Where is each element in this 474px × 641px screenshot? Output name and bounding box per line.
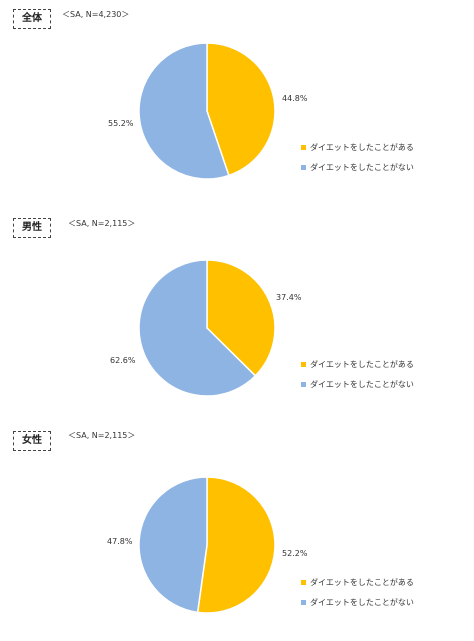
pie-chart	[138, 259, 276, 397]
legend-swatch-no	[301, 164, 306, 170]
slice-label-no: 55.2%	[108, 119, 134, 128]
legend: ダイエットをしたことがある ダイエットをしたことがない	[301, 357, 414, 397]
sample-note: ＜SA, N=2,115＞	[68, 219, 136, 228]
legend-item-yes: ダイエットをしたことがある	[301, 575, 414, 589]
slice-label-yes: 52.2%	[282, 549, 308, 558]
pie-panel-male: 男性 ＜SA, N=2,115＞ 37.4% 62.6% ダイエットをしたことが…	[0, 209, 474, 421]
pie-panel-female: 女性 ＜SA, N=2,115＞ 52.2% 47.8% ダイエットをしたことが…	[0, 425, 474, 637]
slice-label-no: 62.6%	[110, 356, 136, 365]
legend-item-no: ダイエットをしたことがない	[301, 160, 414, 174]
slice-label-yes: 37.4%	[276, 293, 302, 302]
legend-swatch-no	[301, 599, 306, 605]
legend-label-no: ダイエットをしたことがない	[310, 379, 414, 389]
legend-item-no: ダイエットをしたことがない	[301, 377, 414, 391]
legend-item-yes: ダイエットをしたことがある	[301, 140, 414, 154]
legend-label-no: ダイエットをしたことがない	[310, 597, 414, 607]
legend-swatch-yes	[301, 579, 306, 585]
legend-label-yes: ダイエットをしたことがある	[310, 577, 414, 587]
legend-swatch-yes	[301, 144, 306, 150]
pie-chart	[138, 476, 276, 614]
legend-swatch-no	[301, 381, 306, 387]
legend-label-no: ダイエットをしたことがない	[310, 162, 414, 172]
slice-no	[138, 259, 257, 397]
slice-yes	[206, 259, 276, 377]
slice-no	[138, 476, 208, 614]
panel-title: 全体	[13, 9, 51, 29]
legend-item-no: ダイエットをしたことがない	[301, 595, 414, 609]
legend-item-yes: ダイエットをしたことがある	[301, 357, 414, 371]
panel-title: 男性	[13, 218, 51, 238]
pie-panel-total: 全体 ＜SA, N=4,230＞ 44.8% 55.2% ダイエットをしたことが…	[0, 0, 474, 212]
slice-label-yes: 44.8%	[282, 94, 308, 103]
slice-label-no: 47.8%	[107, 537, 133, 546]
legend-swatch-yes	[301, 361, 306, 367]
slice-no	[138, 42, 230, 180]
slice-yes	[206, 42, 276, 177]
legend: ダイエットをしたことがある ダイエットをしたことがない	[301, 575, 414, 615]
sample-note: ＜SA, N=4,230＞	[62, 10, 130, 19]
pie-chart	[138, 42, 276, 180]
slice-yes	[196, 476, 276, 614]
legend-label-yes: ダイエットをしたことがある	[310, 142, 414, 152]
legend: ダイエットをしたことがある ダイエットをしたことがない	[301, 140, 414, 180]
legend-label-yes: ダイエットをしたことがある	[310, 359, 414, 369]
panel-title: 女性	[13, 431, 51, 451]
sample-note: ＜SA, N=2,115＞	[68, 431, 136, 440]
